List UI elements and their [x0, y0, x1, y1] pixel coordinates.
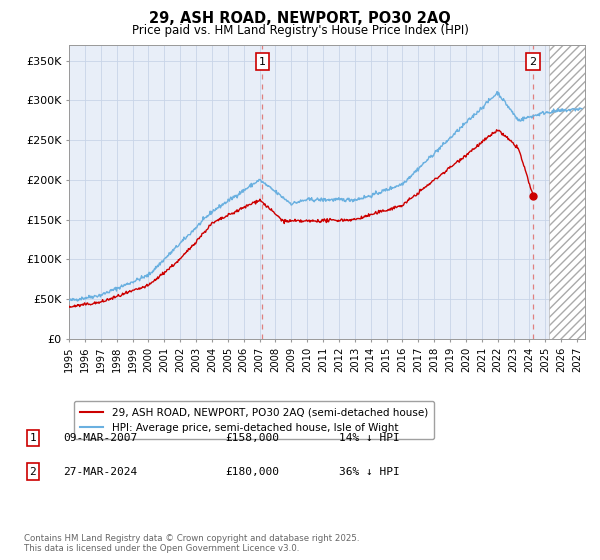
Text: 29, ASH ROAD, NEWPORT, PO30 2AQ: 29, ASH ROAD, NEWPORT, PO30 2AQ — [149, 11, 451, 26]
Text: £158,000: £158,000 — [225, 433, 279, 443]
Text: 09-MAR-2007: 09-MAR-2007 — [63, 433, 137, 443]
Text: 14% ↓ HPI: 14% ↓ HPI — [339, 433, 400, 443]
Text: 27-MAR-2024: 27-MAR-2024 — [63, 466, 137, 477]
Text: 2: 2 — [530, 57, 536, 67]
Text: 36% ↓ HPI: 36% ↓ HPI — [339, 466, 400, 477]
Text: Contains HM Land Registry data © Crown copyright and database right 2025.
This d: Contains HM Land Registry data © Crown c… — [24, 534, 359, 553]
Text: 1: 1 — [29, 433, 37, 443]
Text: Price paid vs. HM Land Registry's House Price Index (HPI): Price paid vs. HM Land Registry's House … — [131, 24, 469, 37]
Text: 1: 1 — [259, 57, 266, 67]
Text: 2: 2 — [29, 466, 37, 477]
Text: £180,000: £180,000 — [225, 466, 279, 477]
Legend: 29, ASH ROAD, NEWPORT, PO30 2AQ (semi-detached house), HPI: Average price, semi-: 29, ASH ROAD, NEWPORT, PO30 2AQ (semi-de… — [74, 402, 434, 439]
